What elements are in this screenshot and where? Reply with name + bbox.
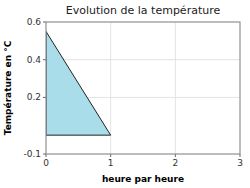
plot-frame xyxy=(46,22,240,154)
tick-label: 2 xyxy=(172,158,178,168)
tick-label: -0.1 xyxy=(23,149,41,159)
tick-label: 0 xyxy=(43,158,49,168)
plot-area xyxy=(46,31,111,135)
plot-background xyxy=(46,22,240,154)
y-axis-label: Température en °C xyxy=(3,40,13,135)
grid-line xyxy=(175,22,176,154)
x-axis-label: heure par heure xyxy=(102,174,184,184)
grid xyxy=(46,22,240,154)
tick-label: 0.6 xyxy=(27,17,42,27)
area xyxy=(46,31,111,135)
grid-line xyxy=(46,59,240,60)
tick-label: 1 xyxy=(108,158,114,168)
tick-label: 0.2 xyxy=(27,92,41,102)
chart: 0 1 2 3 -0.1 0.2 0.4 0.6 Evolution de la tempéra… xyxy=(0,0,250,188)
title: Evolution de la température xyxy=(66,4,221,17)
tick-label: 0.4 xyxy=(27,55,42,65)
chart-container: 0 1 2 3 -0.1 0.2 0.4 0.6 Evolution de la tempéra… xyxy=(0,0,250,188)
axes: 0 1 2 3 -0.1 0.2 0.4 0.6 xyxy=(23,17,242,168)
tick-label: 3 xyxy=(237,158,243,168)
